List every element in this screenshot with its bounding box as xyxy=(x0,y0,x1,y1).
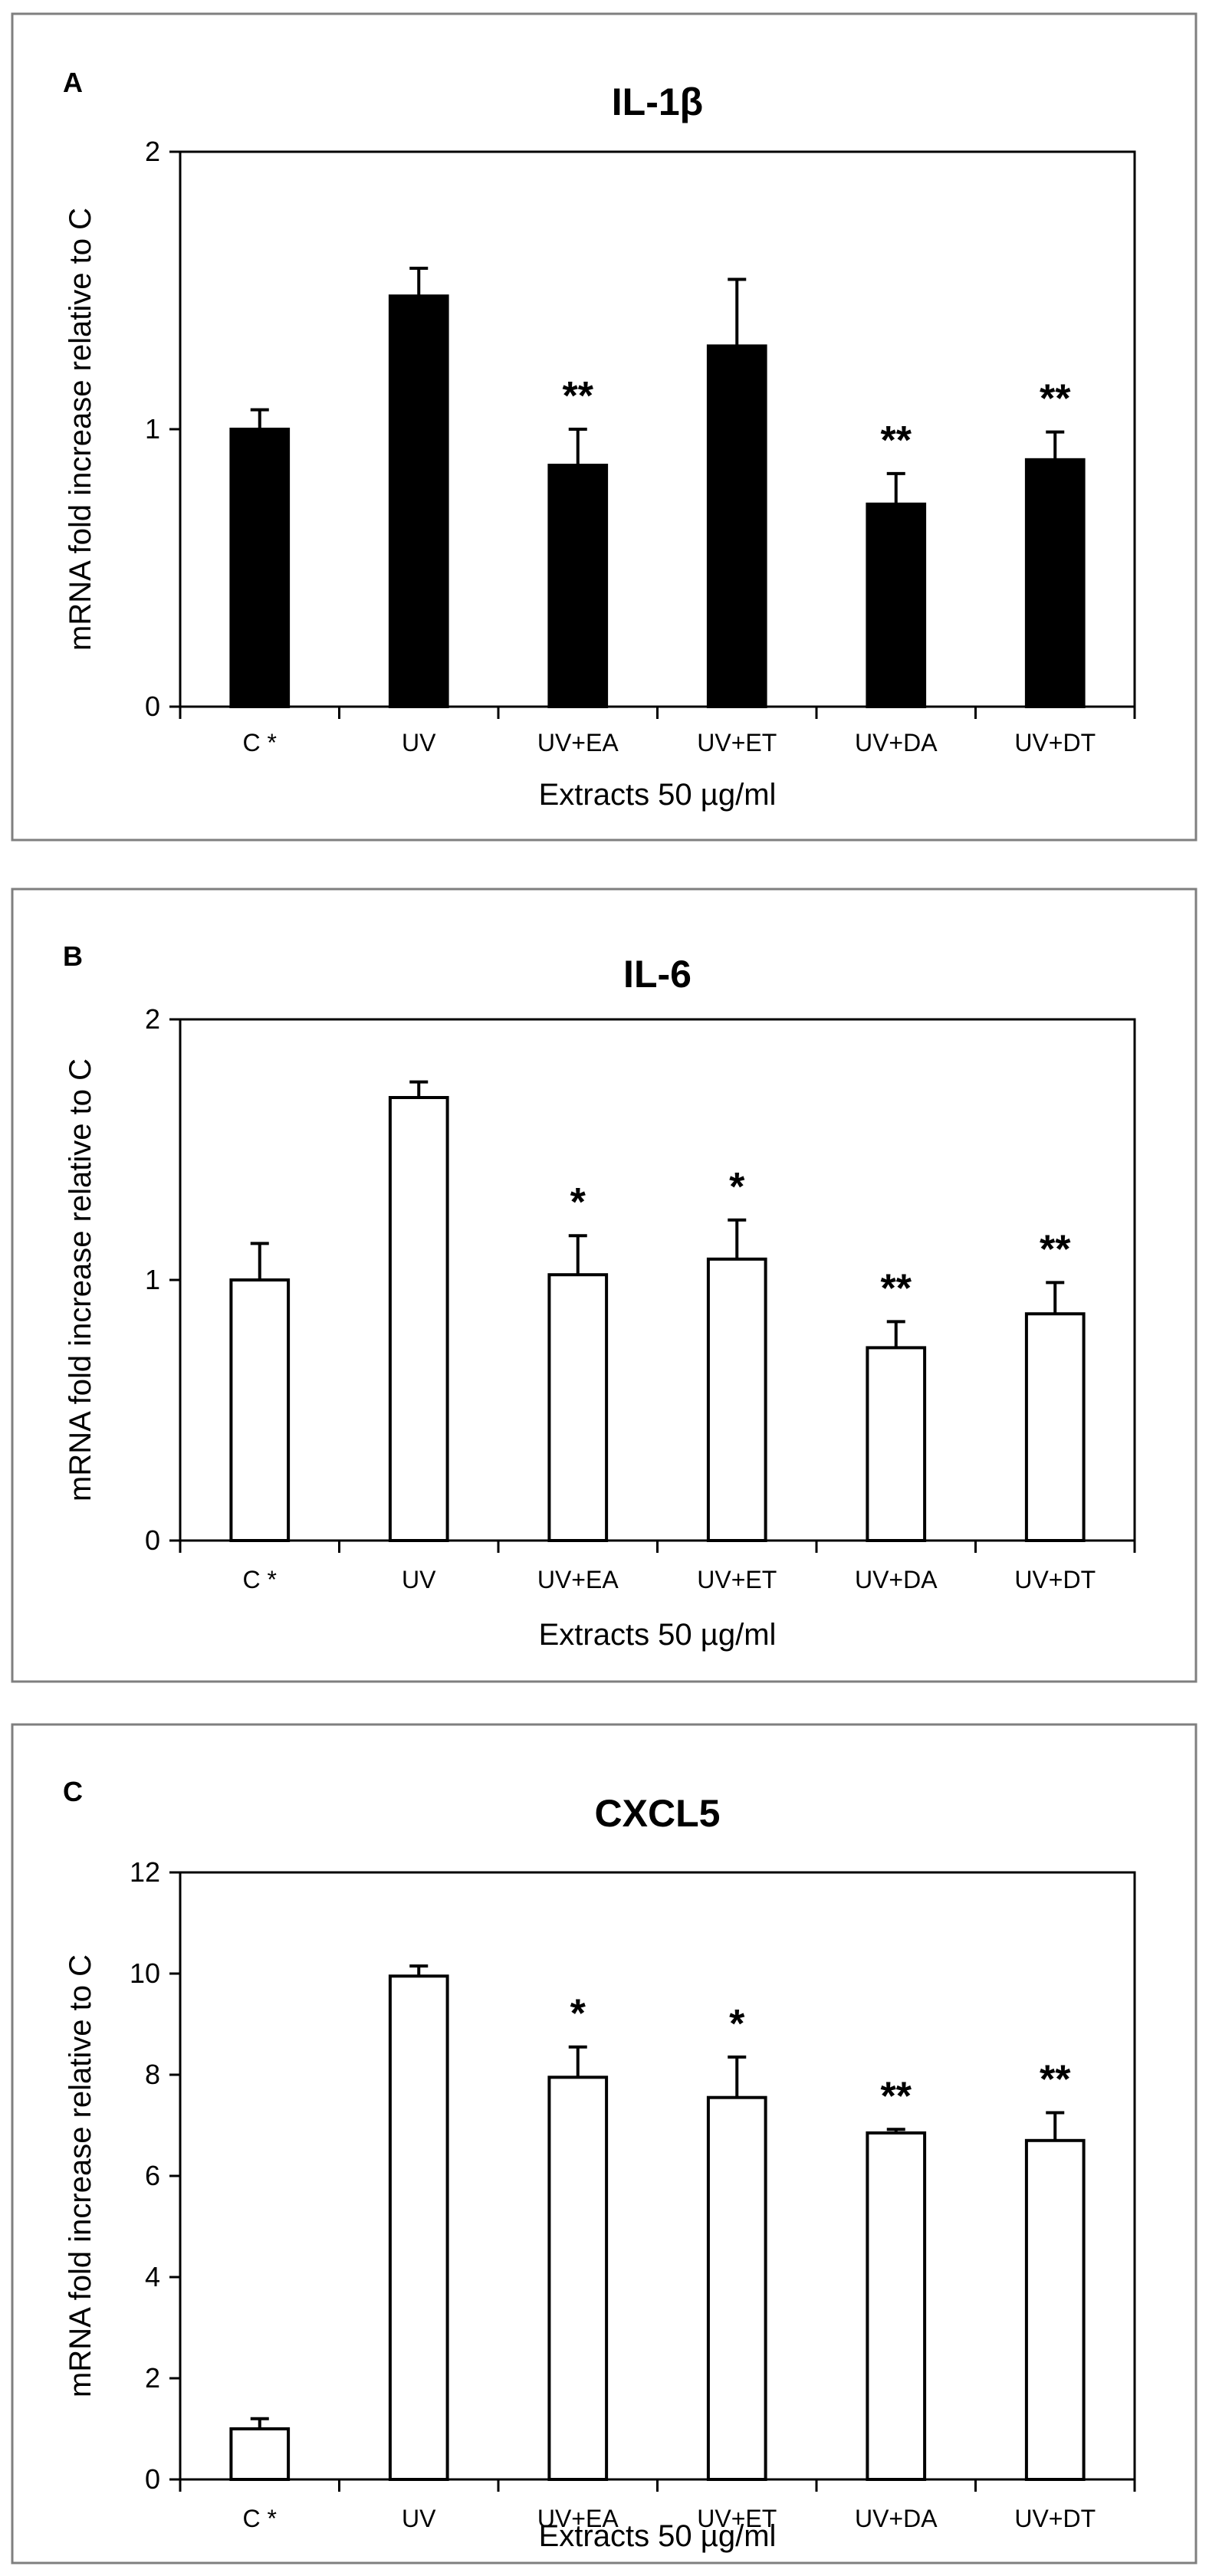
panel-b-significance-5: ** xyxy=(1040,1227,1071,1272)
panel-c-ytick-label: 6 xyxy=(145,2160,160,2191)
panel-b-significance-4: ** xyxy=(881,1266,912,1311)
panel-c-bar-0 xyxy=(229,2427,291,2481)
panel-a-title: IL-1β xyxy=(612,80,703,123)
panel-a-bar-5 xyxy=(1024,458,1086,708)
panel-a-xtick-label: UV+ET xyxy=(697,729,777,756)
panel-b-bar-3 xyxy=(706,1257,767,1543)
panel-c: C CXCL5 0 2 4 6 8 10 12 C * UV * UV+EA * UV+ET ** UV+DA *… xyxy=(11,1723,1198,2565)
panel-a: A IL-1β 0 1 2 C * UV ** UV+EA UV+ET ** UV+DA ** UV+DT… xyxy=(11,12,1198,842)
panel-b-xtick-label: UV+DT xyxy=(1014,1566,1096,1593)
panel-a-letter: A xyxy=(63,67,83,98)
panel-b-title: IL-6 xyxy=(623,953,692,996)
panel-c-significance-2: * xyxy=(570,1992,586,2036)
panel-b-xlabel: Extracts 50 µg/ml xyxy=(539,1618,777,1652)
panel-c-ytick-label: 10 xyxy=(130,1957,160,1989)
panel-b-bar-2 xyxy=(547,1273,609,1542)
panel-c-xtick-label: UV+DA xyxy=(855,2505,938,2532)
panel-c-xtick-label: UV+ET xyxy=(697,2505,777,2532)
panel-a-bar-0 xyxy=(229,428,291,708)
panel-a-xtick-label: UV+EA xyxy=(537,729,619,756)
panel-b-xtick-label: C * xyxy=(243,1566,277,1593)
panel-a-significance-4: ** xyxy=(881,418,912,463)
panel-c-ytick-label: 0 xyxy=(145,2463,160,2495)
panel-c-xtick-label: UV xyxy=(402,2505,436,2532)
panel-b-xtick-label: UV+EA xyxy=(537,1566,619,1593)
panel-c-xtick-label: C * xyxy=(243,2505,277,2532)
panel-a-xlabel: Extracts 50 µg/ml xyxy=(539,778,777,812)
panel-b-significance-3: * xyxy=(729,1165,745,1209)
panel-b-bar-0 xyxy=(229,1278,291,1542)
panel-c-letter: C xyxy=(63,1776,83,1807)
panel-a-ytick-label: 2 xyxy=(145,136,160,167)
panel-c-ytick-label: 12 xyxy=(130,1856,160,1888)
panel-a-bar-2 xyxy=(547,464,609,708)
panel-c-significance-3: * xyxy=(729,2002,745,2046)
panel-c-bar-4 xyxy=(866,2131,927,2481)
panel-a-ylabel: mRNA fold increase relative to C xyxy=(64,208,97,651)
panel-c-ylabel: mRNA fold increase relative to C xyxy=(64,1954,97,2397)
panel-c-ytick-label: 8 xyxy=(145,2059,160,2090)
panel-b-xtick-label: UV xyxy=(402,1566,436,1593)
panel-b-ytick-label: 2 xyxy=(145,1003,160,1035)
panel-c-significance-4: ** xyxy=(881,2074,912,2118)
panel-c-bar-1 xyxy=(388,1974,449,2482)
panel-a-frame xyxy=(11,12,1198,842)
panel-b: B IL-6 0 1 2 C * UV * UV+EA * UV+ET ** UV+DA ** UV+DT E… xyxy=(11,888,1198,1683)
panel-a-xtick-label: UV xyxy=(402,729,436,756)
panel-a-xtick-label: UV+DT xyxy=(1014,729,1096,756)
panel-b-bar-1 xyxy=(388,1096,449,1542)
panel-a-significance-2: ** xyxy=(563,374,594,418)
panel-a-significance-5: ** xyxy=(1040,377,1071,422)
panel-b-xtick-label: UV+DA xyxy=(855,1566,938,1593)
panel-b-ytick-label: 1 xyxy=(145,1264,160,1295)
panel-c-title: CXCL5 xyxy=(595,1792,721,1835)
panel-c-bar-3 xyxy=(706,2095,767,2481)
panel-c-bar-5 xyxy=(1024,2138,1086,2482)
panel-a-xtick-label: UV+DA xyxy=(855,729,938,756)
panel-c-xtick-label: UV+EA xyxy=(537,2505,619,2532)
panel-c-ytick-label: 2 xyxy=(145,2362,160,2394)
panel-a-bar-4 xyxy=(866,502,927,708)
panel-a-ytick-label: 1 xyxy=(145,413,160,445)
panel-b-bar-4 xyxy=(866,1346,927,1543)
panel-c-significance-5: ** xyxy=(1040,2058,1071,2102)
panel-a-bar-1 xyxy=(388,294,449,708)
panel-b-significance-2: * xyxy=(570,1180,586,1225)
panel-a-xtick-label: C * xyxy=(243,729,277,756)
panel-b-letter: B xyxy=(63,940,83,972)
panel-b-ylabel: mRNA fold increase relative to C xyxy=(64,1058,97,1501)
panel-c-xlabel: Extracts 50 µg/ml xyxy=(539,2519,777,2553)
panel-c-ytick-label: 4 xyxy=(145,2261,160,2292)
panel-b-xtick-label: UV+ET xyxy=(697,1566,777,1593)
panel-c-bar-2 xyxy=(547,2076,609,2482)
panel-c-xtick-label: UV+DT xyxy=(1014,2505,1096,2532)
panel-b-ytick-label: 0 xyxy=(145,1524,160,1556)
panel-a-ytick-label: 0 xyxy=(145,691,160,722)
panel-a-bar-3 xyxy=(706,344,767,708)
panel-b-bar-5 xyxy=(1024,1312,1086,1542)
